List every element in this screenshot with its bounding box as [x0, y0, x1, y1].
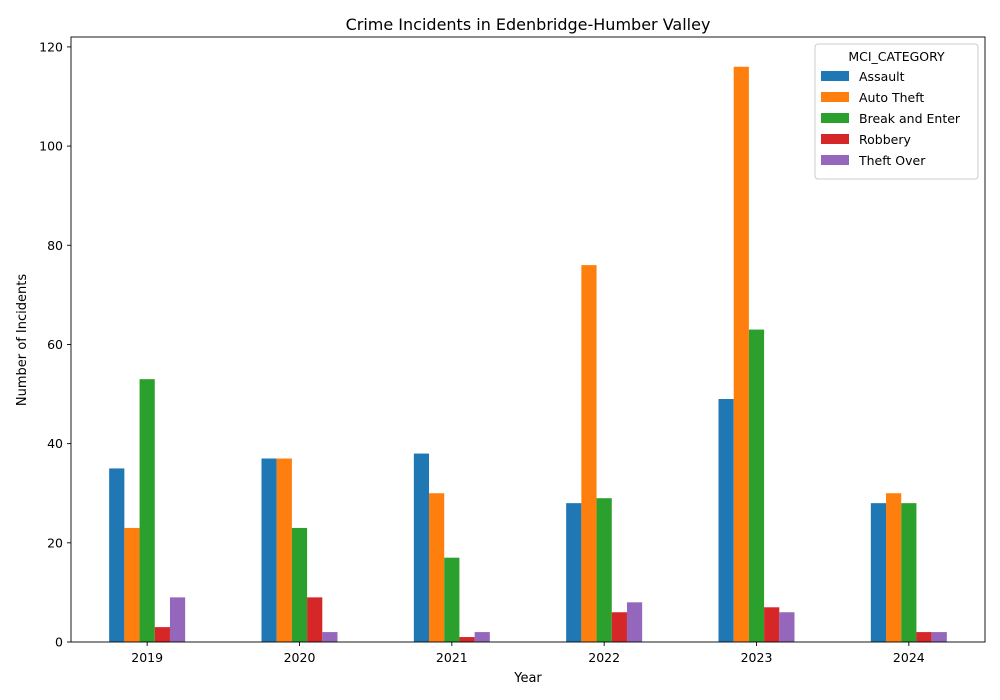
- bar-auto-theft-2020: [276, 458, 292, 642]
- bar-robbery-2020: [307, 597, 323, 642]
- bar-break-and-enter-2023: [748, 329, 765, 642]
- bar-assault-2022: [566, 503, 582, 642]
- bar-robbery-2021: [459, 637, 475, 642]
- x-axis: 2019 2020 2021 2022 2023 2024: [131, 642, 925, 665]
- bar-break-and-enter-2021: [444, 557, 460, 642]
- legend-title: MCI_CATEGORY: [848, 49, 945, 64]
- bar-robbery-2022: [611, 612, 627, 642]
- bar-assault-2020: [261, 458, 277, 642]
- bar-break-and-enter-2019: [139, 379, 155, 642]
- y-tick-label: 80: [47, 238, 63, 253]
- plot-frame: [70, 36, 986, 643]
- x-tick-label: 2019: [131, 650, 163, 665]
- bar-assault-2021: [413, 453, 430, 642]
- legend-label-theft-over: Theft Over: [858, 153, 926, 168]
- legend-label-robbery: Robbery: [859, 132, 911, 147]
- legend-swatch-break-and-enter: [821, 113, 849, 123]
- y-tick-label: 120: [39, 39, 63, 54]
- legend: MCI_CATEGORY Assault Auto Theft Break and E…: [814, 43, 979, 180]
- legend-swatch-robbery: [821, 134, 849, 144]
- bar-break-and-enter-2024: [901, 503, 917, 642]
- bar-theft-over-2022: [626, 602, 643, 642]
- legend-box: [814, 43, 979, 180]
- y-axis: 0 20 40 60 80 100 120: [39, 39, 71, 650]
- bar-auto-theft-2019: [124, 527, 140, 642]
- bar-auto-theft-2021: [429, 493, 445, 642]
- bar-assault-2024: [870, 503, 887, 642]
- bar-theft-over-2019: [169, 597, 186, 642]
- y-tick-label: 60: [47, 337, 63, 352]
- legend-swatch-assault: [821, 71, 849, 81]
- legend-label-auto-theft: Auto Theft: [859, 90, 924, 105]
- bar-auto-theft-2024: [886, 493, 902, 642]
- bar-robbery-2024: [916, 632, 932, 642]
- y-tick-label: 100: [39, 139, 63, 154]
- x-tick-label: 2022: [588, 650, 620, 665]
- legend-swatch-theft-over: [821, 155, 849, 165]
- bar-break-and-enter-2020: [291, 527, 308, 642]
- y-tick-label: 20: [47, 535, 63, 550]
- x-tick-label: 2024: [893, 650, 925, 665]
- bar-theft-over-2020: [322, 632, 338, 642]
- bar-assault-2019: [109, 468, 125, 642]
- legend-swatch-auto-theft: [821, 92, 849, 102]
- bar-assault-2023: [718, 399, 734, 642]
- bar-robbery-2023: [764, 607, 780, 642]
- x-tick-label: 2020: [284, 650, 316, 665]
- bar-theft-over-2023: [779, 612, 795, 642]
- bar-auto-theft-2022: [581, 265, 597, 642]
- x-tick-label: 2021: [436, 650, 468, 665]
- x-axis-label: Year: [513, 671, 542, 686]
- chart-title: Crime Incidents in Edenbridge-Humber Val…: [346, 15, 711, 34]
- y-tick-label: 0: [55, 635, 63, 650]
- y-axis-label: Number of Incidents: [15, 274, 30, 406]
- bar-theft-over-2021: [474, 632, 490, 642]
- legend-label-break-and-enter: Break and Enter: [859, 111, 961, 126]
- bar-theft-over-2024: [931, 632, 947, 642]
- bar-robbery-2019: [154, 627, 170, 642]
- y-tick-label: 40: [47, 436, 63, 451]
- bar-break-and-enter-2022: [596, 498, 612, 642]
- plot-area: [70, 36, 986, 643]
- x-tick-label: 2023: [741, 650, 773, 665]
- bar-auto-theft-2023: [733, 66, 749, 643]
- legend-label-assault: Assault: [859, 69, 905, 84]
